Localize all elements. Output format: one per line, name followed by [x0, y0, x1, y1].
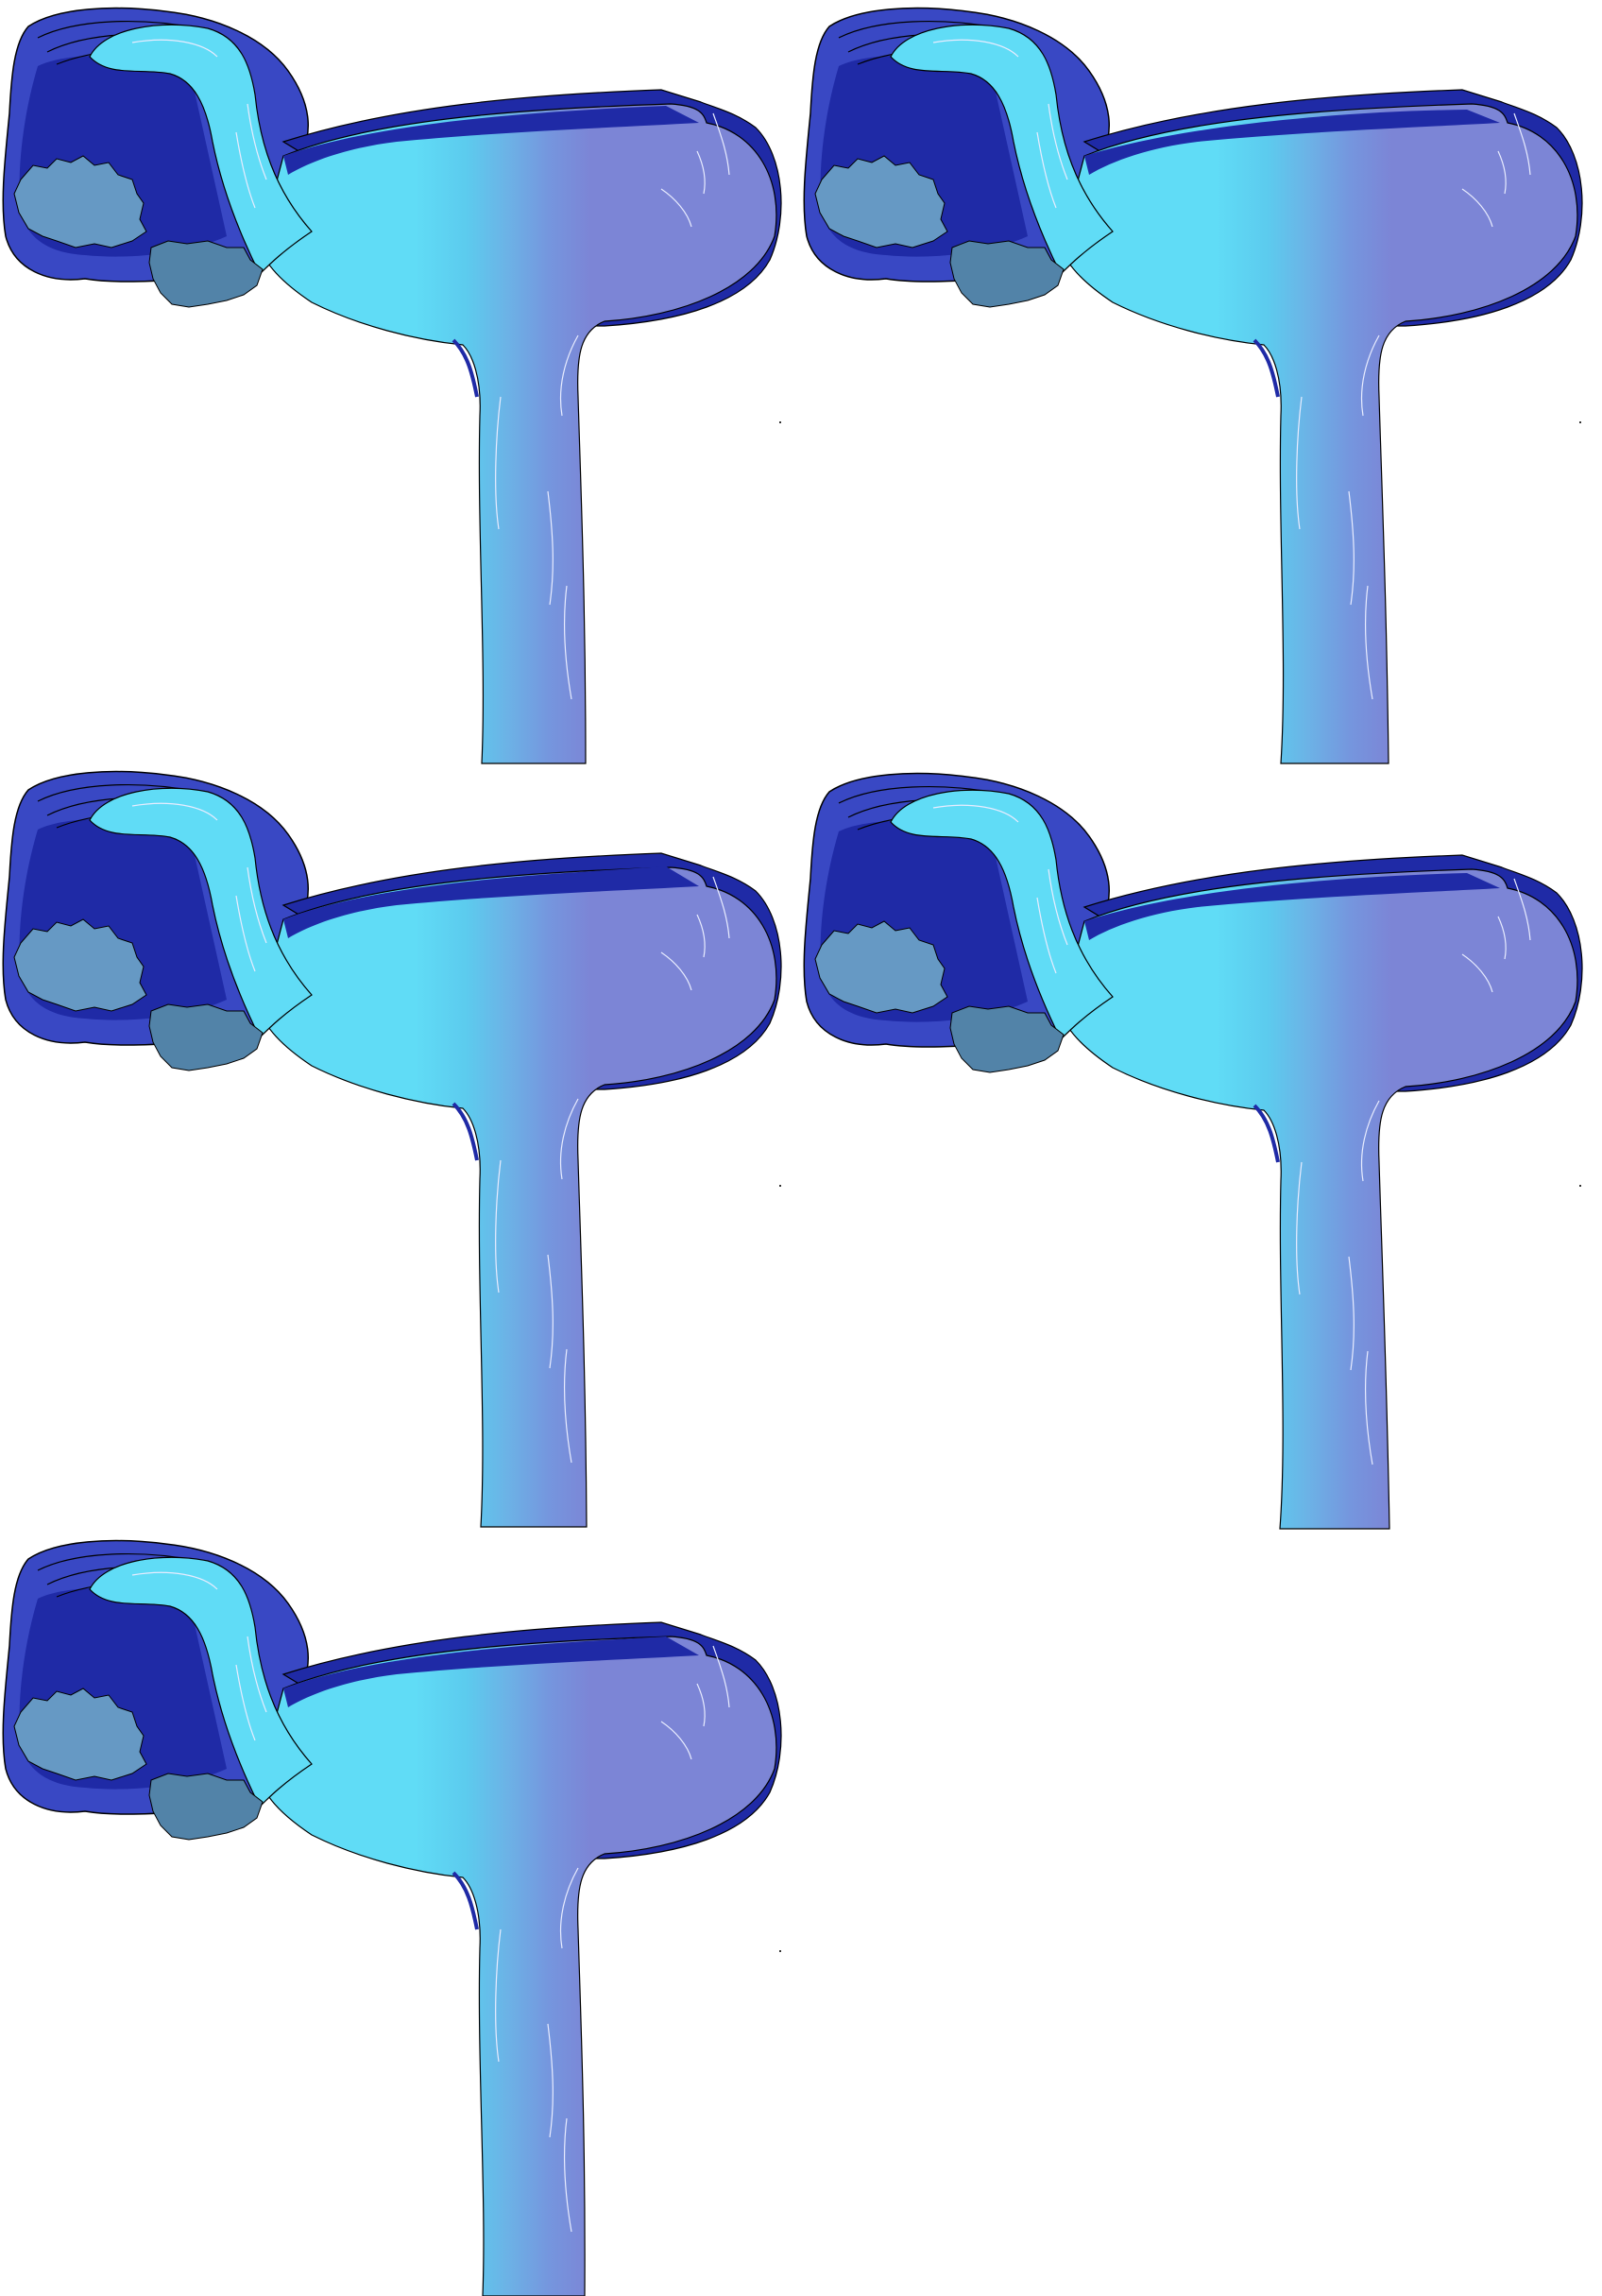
marker-dot — [1579, 421, 1581, 423]
stream — [89, 24, 313, 276]
water-highlight — [1513, 112, 1531, 176]
waterfall-frame-3 — [0, 765, 803, 1531]
waterfall-frame-1 — [0, 0, 803, 765]
water-highlight — [563, 1348, 572, 1464]
pool-rim — [283, 106, 699, 175]
stone-large — [814, 920, 948, 1014]
waterfall-frame-5 — [0, 1531, 803, 2296]
stem-shadow — [1253, 338, 1280, 398]
water-highlight — [1360, 334, 1380, 417]
stream-highlight — [1048, 103, 1068, 180]
stream-highlight — [131, 802, 218, 821]
stream — [890, 24, 1114, 276]
water-highlight — [563, 585, 572, 700]
stream-highlight — [932, 39, 1019, 58]
stone-small — [148, 1773, 264, 1841]
stone-small — [949, 240, 1065, 308]
stream-highlight — [932, 804, 1019, 823]
stream-highlight — [1048, 868, 1068, 946]
water-highlight — [1360, 1100, 1380, 1182]
marker-dot — [779, 1950, 781, 1952]
stream — [89, 1556, 313, 1808]
marker-dot — [779, 1185, 781, 1187]
water-highlight — [1364, 1350, 1373, 1465]
waterfall-sprite — [2, 770, 782, 1528]
water-highlight — [660, 1721, 692, 1760]
pool-rim — [283, 1636, 699, 1707]
stream — [89, 787, 313, 1039]
pool-rim — [1084, 873, 1500, 940]
stream-highlight — [247, 103, 267, 180]
water-highlight — [1461, 188, 1493, 228]
waterfall-sprite — [803, 772, 1583, 1530]
water-highlight — [696, 1683, 706, 1727]
stream — [890, 789, 1114, 1041]
water-highlight — [712, 112, 730, 176]
water-highlight — [559, 1867, 579, 1949]
stone-large — [13, 1688, 147, 1781]
stem-shadow — [452, 1871, 479, 1930]
stream-highlight — [131, 1571, 218, 1590]
stone-small — [148, 1003, 264, 1071]
stream-highlight — [235, 1664, 256, 1741]
pool-rim — [1084, 110, 1500, 175]
stone-large — [13, 155, 147, 248]
water-highlight — [1461, 953, 1493, 993]
stone-large — [814, 155, 948, 248]
waterfall-pool — [259, 103, 777, 764]
waterfall-frame-4 — [801, 765, 1602, 1531]
water-highlight — [547, 2023, 554, 2138]
water-highlight — [1513, 878, 1531, 941]
stream-highlight — [235, 895, 256, 972]
pool-rim — [283, 866, 699, 938]
water-highlight — [712, 876, 730, 939]
marker-dot — [1579, 1185, 1581, 1187]
waterfall-pool — [1060, 103, 1578, 764]
stem-shadow — [452, 1102, 479, 1161]
waterfall-sprite — [2, 7, 782, 764]
water-highlight — [559, 1098, 579, 1180]
water-highlight — [696, 914, 706, 958]
stone-small — [148, 240, 264, 308]
marker-dot — [779, 421, 781, 423]
water-highlight — [547, 490, 554, 606]
stream-highlight — [235, 131, 256, 209]
waterfall-pool — [1060, 868, 1578, 1530]
stem-shadow — [1253, 1104, 1280, 1163]
water-highlight — [660, 188, 692, 228]
stem-shadow — [452, 338, 479, 398]
stream-highlight — [1036, 131, 1057, 209]
waterfall-sprite — [803, 7, 1583, 764]
water-highlight — [1497, 916, 1507, 960]
waterfall-frame-2 — [801, 0, 1602, 765]
water-highlight — [1348, 490, 1355, 606]
stream-highlight — [247, 1636, 267, 1713]
water-highlight — [712, 1645, 730, 1708]
water-highlight — [1364, 585, 1373, 700]
stream-highlight — [1036, 897, 1057, 974]
water-highlight — [495, 1928, 502, 2063]
waterfall-pool — [259, 1636, 777, 2296]
water-highlight — [1348, 1256, 1355, 1371]
waterfall-pool — [259, 866, 777, 1528]
water-highlight — [1296, 396, 1303, 530]
water-highlight — [696, 150, 706, 195]
water-highlight — [547, 1254, 554, 1369]
water-highlight — [559, 334, 579, 417]
water-highlight — [1296, 1161, 1303, 1295]
waterfall-sprite — [2, 1539, 782, 2296]
stone-small — [949, 1005, 1065, 1073]
water-highlight — [1497, 150, 1507, 195]
stream-highlight — [247, 866, 267, 944]
water-highlight — [660, 951, 692, 991]
stream-highlight — [131, 39, 218, 58]
water-highlight — [563, 2117, 572, 2233]
water-highlight — [495, 396, 502, 530]
water-highlight — [495, 1159, 502, 1294]
stone-large — [13, 918, 147, 1012]
